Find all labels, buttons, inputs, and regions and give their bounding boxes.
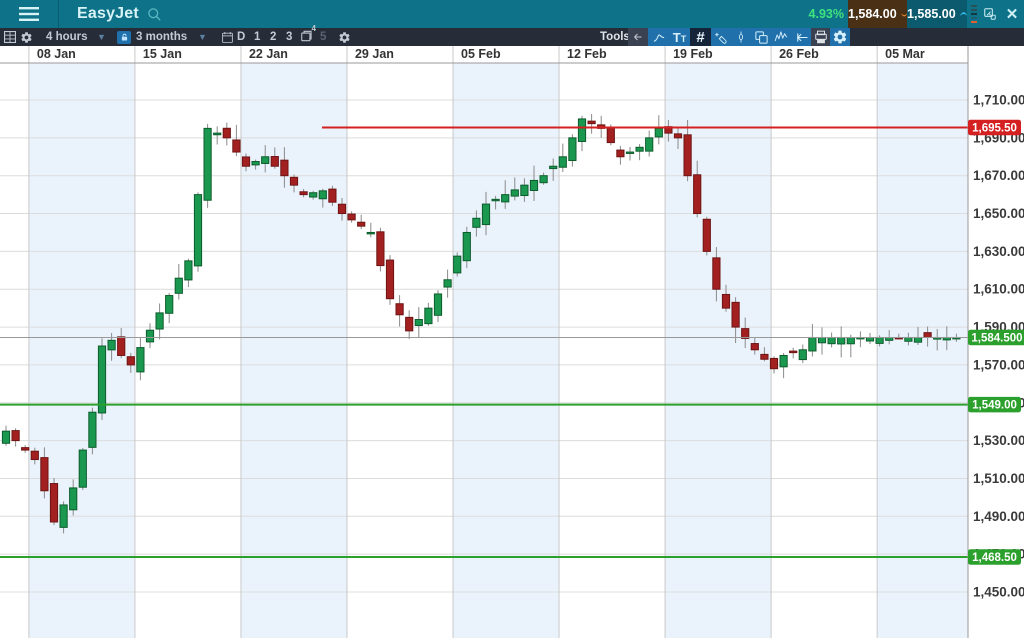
- svg-text:12 Feb: 12 Feb: [567, 47, 607, 61]
- svg-text:08 Jan: 08 Jan: [37, 47, 76, 61]
- svg-text:22 Jan: 22 Jan: [249, 47, 288, 61]
- svg-text:1,650.00: 1,650.00: [973, 206, 1024, 221]
- svg-text:05 Mar: 05 Mar: [885, 47, 925, 61]
- svg-text:19 Feb: 19 Feb: [673, 47, 713, 61]
- svg-text:05 Feb: 05 Feb: [461, 47, 501, 61]
- svg-text:1,468.50: 1,468.50: [972, 552, 1017, 564]
- svg-text:1,695.50: 1,695.50: [972, 122, 1017, 134]
- svg-text:1,584.500: 1,584.500: [971, 332, 1022, 344]
- svg-text:1,530.00: 1,530.00: [973, 433, 1024, 448]
- svg-text:1,570.00: 1,570.00: [973, 357, 1024, 372]
- svg-text:1,510.00: 1,510.00: [973, 471, 1024, 486]
- svg-text:1,549.00: 1,549.00: [972, 400, 1017, 412]
- svg-text:26 Feb: 26 Feb: [779, 47, 819, 61]
- svg-text:1,610.00: 1,610.00: [973, 282, 1024, 297]
- svg-text:1,670.00: 1,670.00: [973, 168, 1024, 183]
- svg-text:29 Jan: 29 Jan: [355, 47, 394, 61]
- svg-text:1,630.00: 1,630.00: [973, 244, 1024, 259]
- svg-text:1,710.00: 1,710.00: [973, 93, 1024, 108]
- svg-text:1,450.00: 1,450.00: [973, 585, 1024, 600]
- svg-text:15 Jan: 15 Jan: [143, 47, 182, 61]
- svg-text:1,490.00: 1,490.00: [973, 509, 1024, 524]
